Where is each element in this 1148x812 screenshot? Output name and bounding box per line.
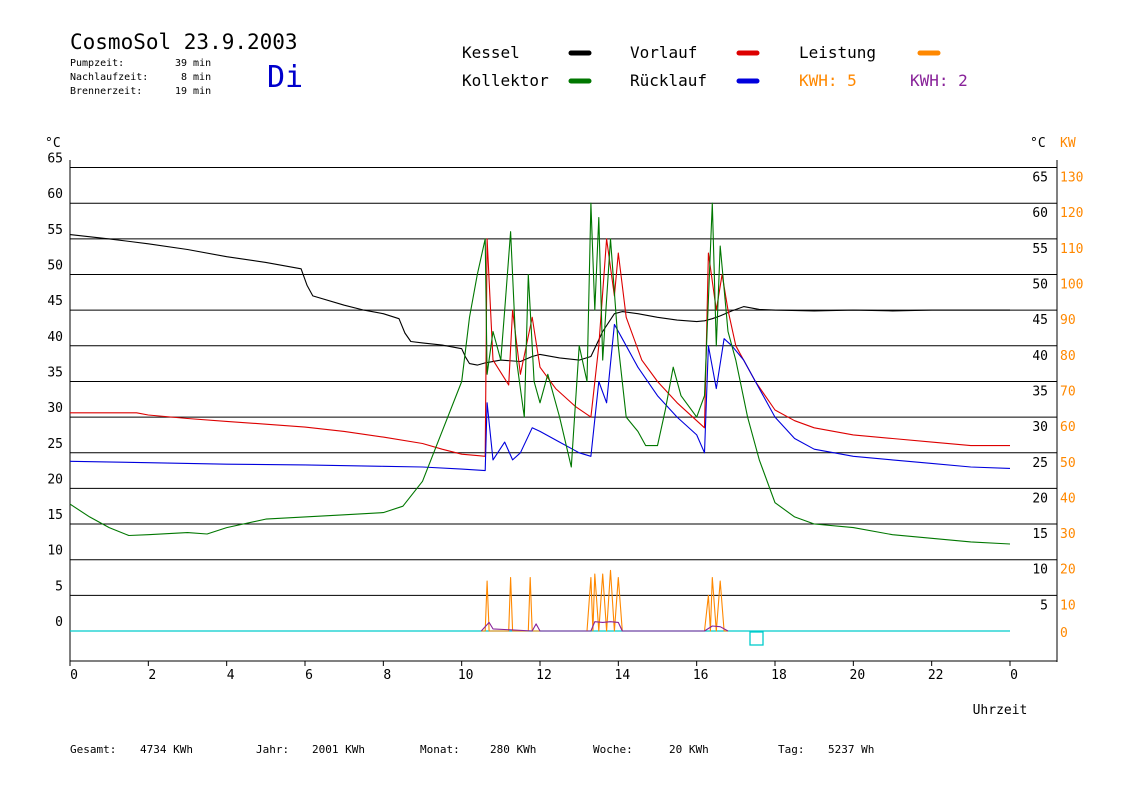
x-tick-7: 14 — [615, 668, 631, 683]
x-axis-label: Uhrzeit — [973, 703, 1028, 718]
y-tick-power-30: 30 — [1060, 527, 1076, 542]
y-tick-power-110: 110 — [1060, 242, 1083, 257]
y-tick-left-50: 50 — [47, 259, 63, 274]
y-tick-right-50: 50 — [1032, 278, 1048, 293]
y-tick-left-5: 5 — [55, 579, 63, 594]
y-tick-power-70: 70 — [1060, 384, 1076, 399]
footer-tag-value: 5237 Wh — [828, 743, 875, 756]
series-line-2 — [69, 323, 1011, 472]
x-tick-3: 6 — [305, 668, 313, 683]
y-tick-right-45: 45 — [1032, 313, 1048, 328]
y-tick-power-40: 40 — [1060, 491, 1076, 506]
stat-label-pumpzeit: Pumpzeit: — [70, 58, 125, 69]
y-tick-power-20: 20 — [1060, 563, 1076, 578]
footer-tag-label: Tag: — [778, 743, 805, 756]
y-tick-power-60: 60 — [1060, 420, 1076, 435]
footer-monat-value: 280 KWh — [490, 743, 537, 756]
legend-kwh-leistung: KWH: 5 — [799, 71, 857, 90]
footer-monat-label: Monat: — [420, 743, 460, 756]
stat-value-pumpzeit: 39 min — [175, 58, 212, 69]
y-tick-power-10: 10 — [1060, 598, 1076, 613]
y-tick-left-65: 65 — [47, 152, 63, 167]
footer-gesamt-value: 4734 KWh — [140, 743, 193, 756]
y-tick-power-90: 90 — [1060, 313, 1076, 328]
stat-value-nachlaufzeit: 8 min — [181, 72, 212, 83]
footer-jahr-value: 2001 KWh — [312, 743, 365, 756]
footer-woche-value: 20 KWh — [669, 743, 709, 756]
x-tick-5: 10 — [458, 668, 474, 683]
weekday-label: Di — [267, 60, 304, 95]
y-tick-right-15: 15 — [1032, 527, 1048, 542]
footer-woche-label: Woche: — [593, 743, 633, 756]
y-tick-left-35: 35 — [47, 365, 63, 380]
stat-label-brennerzeit: Brennerzeit: — [70, 86, 143, 97]
y-tick-right-65: 65 — [1032, 171, 1048, 186]
x-tick-8: 16 — [693, 668, 709, 683]
legend-kwh-2: KWH: 2 — [910, 71, 968, 90]
x-tick-6: 12 — [536, 668, 552, 683]
y-tick-left-55: 55 — [47, 223, 63, 238]
y-tick-left-30: 30 — [47, 401, 63, 416]
x-tick-4: 8 — [383, 668, 391, 683]
x-tick-12: 0 — [1010, 668, 1018, 683]
y-tick-power-120: 120 — [1060, 206, 1083, 221]
baseline-marker — [749, 631, 764, 646]
legend-leistung: Leistung — [799, 43, 877, 62]
y-tick-right-20: 20 — [1032, 491, 1048, 506]
series-line-5 — [480, 621, 729, 632]
x-tick-2: 4 — [227, 668, 235, 683]
x-tick-9: 18 — [771, 668, 787, 683]
y-tick-right-35: 35 — [1032, 384, 1048, 399]
y-tick-right-25: 25 — [1032, 456, 1048, 471]
y-tick-right-55: 55 — [1032, 242, 1048, 257]
y-tick-left-45: 45 — [47, 294, 63, 309]
y-tick-power-100: 100 — [1060, 278, 1083, 293]
y-tick-left-25: 25 — [47, 437, 63, 452]
y-axis-unit-left: °C — [45, 136, 61, 151]
legend-kollektor: Kollektor — [462, 71, 549, 90]
y-axis-unit-right: °C — [1030, 136, 1046, 151]
y-tick-left-40: 40 — [47, 330, 63, 345]
y-tick-right-30: 30 — [1032, 420, 1048, 435]
x-tick-1: 2 — [148, 668, 156, 683]
y-tick-left-60: 60 — [47, 187, 63, 202]
y-tick-right-40: 40 — [1032, 349, 1048, 364]
stat-label-nachlaufzeit: Nachlaufzeit: — [70, 72, 149, 83]
y-tick-right-5: 5 — [1040, 598, 1048, 613]
series-line-3 — [69, 202, 1011, 545]
x-tick-0: 0 — [70, 668, 78, 683]
y-tick-left-0: 0 — [55, 615, 63, 630]
y-tick-power-0: 0 — [1060, 626, 1068, 641]
series-line-1 — [70, 238, 1010, 457]
legend-kessel: Kessel — [462, 43, 520, 62]
series-line-4 — [481, 569, 728, 632]
y-tick-left-20: 20 — [47, 472, 63, 487]
y-tick-right-10: 10 — [1032, 563, 1048, 578]
x-tick-10: 20 — [850, 668, 866, 683]
y-tick-power-50: 50 — [1060, 456, 1076, 471]
y-tick-left-15: 15 — [47, 508, 63, 523]
footer-jahr-label: Jahr: — [256, 743, 290, 756]
x-tick-11: 22 — [928, 668, 944, 683]
y-axis-unit-power: KW — [1060, 136, 1076, 151]
footer-gesamt-label: Gesamt: — [70, 743, 117, 756]
legend-vorlauf: Vorlauf — [630, 43, 698, 62]
stat-value-brennerzeit: 19 min — [175, 86, 212, 97]
y-tick-power-80: 80 — [1060, 349, 1076, 364]
y-tick-left-10: 10 — [47, 544, 63, 559]
legend-ruecklauf: Rücklauf — [630, 71, 708, 90]
chart-title: CosmoSol 23.9.2003 — [70, 30, 298, 54]
y-tick-right-60: 60 — [1032, 206, 1048, 221]
y-tick-power-130: 130 — [1060, 171, 1083, 186]
